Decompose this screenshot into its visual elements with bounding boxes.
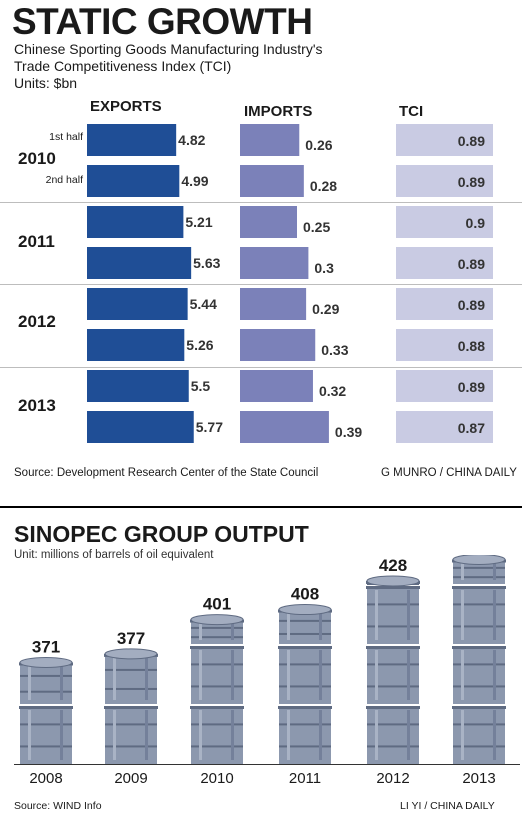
chart-title: SINOPEC GROUP OUTPUT bbox=[14, 521, 309, 547]
output-value-label: 401 bbox=[203, 595, 231, 614]
x-tick-label: 2009 bbox=[114, 770, 148, 787]
imports-value-label: 0.28 bbox=[310, 178, 337, 194]
exports-column-header: EXPORTS bbox=[90, 98, 162, 115]
barrel-stack-bar bbox=[104, 648, 158, 764]
section-divider bbox=[0, 506, 522, 508]
exports-bar bbox=[87, 411, 194, 443]
sinopec-barrel-chart: 371377401408428443 bbox=[19, 555, 506, 764]
tci-bar bbox=[396, 206, 493, 238]
exports-bar bbox=[87, 124, 177, 156]
tci-value-label: 0.9 bbox=[466, 215, 486, 231]
tci-value-label: 0.89 bbox=[458, 379, 485, 395]
year-label-2010: 2010 bbox=[18, 149, 56, 168]
second-half-label: 2nd half bbox=[45, 174, 83, 186]
imports-bar bbox=[240, 370, 313, 402]
imports-bar bbox=[240, 288, 307, 320]
x-tick-label: 2011 bbox=[288, 770, 322, 787]
imports-bar bbox=[240, 165, 304, 197]
x-tick-label: 2012 bbox=[376, 770, 410, 787]
output-value-label: 377 bbox=[117, 629, 145, 648]
year-separator bbox=[0, 367, 522, 368]
imports-bar bbox=[240, 329, 316, 361]
exports-bar bbox=[87, 206, 184, 238]
exports-bar bbox=[87, 247, 192, 279]
x-axis-line bbox=[14, 764, 520, 765]
imports-value-label: 0.25 bbox=[303, 219, 330, 235]
tci-bar bbox=[396, 370, 493, 402]
tci-bar bbox=[396, 124, 493, 156]
x-axis-tick-labels: 2008 2009 2010 2011 2012 2013 bbox=[0, 770, 522, 790]
output-value-label: 371 bbox=[32, 637, 60, 656]
imports-value-label: 0.33 bbox=[321, 342, 348, 358]
chart-subtitle-line2: Trade Competitiveness Index (TCI) bbox=[14, 58, 232, 74]
source-note: Source: Development Research Center of t… bbox=[14, 467, 319, 479]
tci-bar bbox=[396, 165, 493, 197]
exports-value-label: 5.5 bbox=[191, 378, 211, 394]
year-label-2012: 2012 bbox=[18, 312, 56, 331]
chart-units: Units: $bn bbox=[14, 75, 78, 91]
imports-value-label: 0.26 bbox=[305, 137, 332, 153]
exports-value-label: 5.44 bbox=[190, 296, 217, 312]
exports-value-label: 4.82 bbox=[178, 132, 205, 148]
source-note: Source: WIND Info bbox=[14, 800, 102, 812]
x-tick-label: 2008 bbox=[29, 770, 63, 787]
tci-value-label: 0.89 bbox=[458, 133, 485, 149]
tci-value-label: 0.89 bbox=[458, 174, 485, 190]
tci-bar bbox=[396, 288, 493, 320]
exports-bar bbox=[87, 288, 188, 320]
barrel-stack-bar bbox=[452, 555, 506, 764]
credit-note: G MUNRO / CHINA DAILY bbox=[381, 467, 517, 479]
imports-value-label: 0.3 bbox=[314, 260, 334, 276]
tci-value-label: 0.89 bbox=[458, 297, 485, 313]
imports-value-label: 0.29 bbox=[312, 301, 339, 317]
tci-bar bbox=[396, 411, 493, 443]
chart-subtitle-line1: Chinese Sporting Goods Manufacturing Ind… bbox=[14, 41, 323, 57]
exports-bar bbox=[87, 370, 189, 402]
imports-bar bbox=[240, 124, 300, 156]
chart-units: Unit: millions of barrels of oil equival… bbox=[14, 549, 214, 561]
chart-title: STATIC GROWTH bbox=[12, 1, 313, 42]
output-value-label: 428 bbox=[379, 556, 407, 575]
exports-value-label: 5.77 bbox=[196, 419, 223, 435]
output-value-label: 408 bbox=[291, 585, 319, 604]
imports-value-label: 0.32 bbox=[319, 383, 346, 399]
exports-value-label: 5.21 bbox=[185, 214, 212, 230]
exports-value-label: 5.63 bbox=[193, 255, 220, 271]
imports-value-label: 0.39 bbox=[335, 424, 362, 440]
imports-bar bbox=[240, 247, 309, 279]
exports-bar bbox=[87, 329, 185, 361]
exports-value-label: 4.99 bbox=[181, 173, 208, 189]
year-label-2011: 2011 bbox=[18, 232, 55, 251]
imports-bar bbox=[240, 411, 329, 443]
imports-bar bbox=[240, 206, 297, 238]
first-half-label: 1st half bbox=[49, 131, 83, 143]
x-tick-label: 2010 bbox=[200, 770, 234, 787]
tci-bar-chart: 4.82 0.26 0.89 4.99 0.28 0.89 5.21 0.25 0.9 5.63 0… bbox=[87, 124, 493, 443]
imports-column-header: IMPORTS bbox=[244, 103, 313, 120]
tci-bar bbox=[396, 329, 493, 361]
barrel-stack-bar bbox=[366, 575, 420, 764]
exports-bar bbox=[87, 165, 180, 197]
barrel-stack-bar bbox=[190, 614, 244, 764]
barrel-stack-bar bbox=[19, 656, 73, 764]
exports-value-label: 5.26 bbox=[186, 337, 213, 353]
year-separator bbox=[0, 202, 522, 203]
year-label-2013: 2013 bbox=[18, 396, 56, 415]
tci-value-label: 0.89 bbox=[458, 256, 485, 272]
credit-note: LI YI / CHINA DAILY bbox=[400, 800, 495, 812]
tci-value-label: 0.87 bbox=[458, 420, 485, 436]
tci-bar bbox=[396, 247, 493, 279]
year-separator bbox=[0, 284, 522, 285]
tci-value-label: 0.88 bbox=[458, 338, 485, 354]
tci-column-header: TCI bbox=[399, 103, 424, 120]
x-tick-label: 2013 bbox=[462, 770, 496, 787]
barrel-stack-bar bbox=[278, 604, 332, 764]
